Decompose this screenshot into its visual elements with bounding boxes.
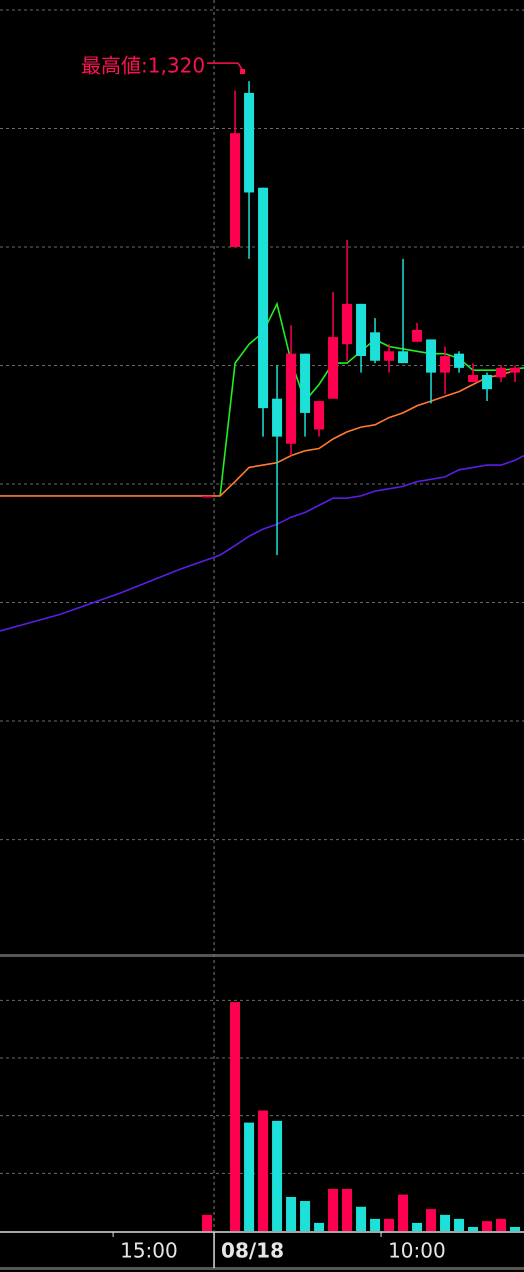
candle-body [230, 133, 241, 247]
volume-bar [468, 1226, 479, 1231]
candle-body [258, 187, 269, 409]
volume-bar [370, 1218, 381, 1231]
volume-bar [286, 1196, 297, 1231]
candle-body [300, 353, 311, 413]
volume-bar [412, 1222, 423, 1231]
volume-bar [342, 1188, 353, 1231]
candle-body [454, 353, 465, 368]
annotation-leader [207, 62, 244, 72]
volume-bar [314, 1222, 325, 1231]
bottom-border [0, 1267, 524, 1270]
candle-body [384, 351, 395, 361]
candle-body [370, 332, 381, 361]
annotation-label: 最高値:1,320 [81, 54, 205, 78]
candle-body [356, 303, 367, 357]
volume-bar [496, 1218, 507, 1231]
x-tick-label: 15:00 [120, 1239, 178, 1263]
moving-average-line [0, 369, 516, 497]
volume-bar [356, 1206, 367, 1231]
candle-body [272, 398, 283, 437]
candle-body [398, 351, 409, 364]
candle-body [496, 367, 507, 378]
moving-average-line [0, 454, 524, 632]
volume-bar [300, 1201, 311, 1231]
x-tick-label: 10:00 [388, 1239, 446, 1263]
candle-body [482, 374, 493, 390]
volume-bar [482, 1221, 493, 1231]
moving-average-line [219, 301, 524, 496]
candle-body [202, 495, 213, 498]
candle-body [412, 329, 423, 342]
candle-body [244, 92, 255, 193]
volume-bar [426, 1209, 437, 1231]
candle-body [328, 337, 339, 399]
annotation-marker [240, 69, 246, 75]
volume-bar [230, 1002, 241, 1231]
candle-body [440, 356, 451, 373]
candle-body [314, 401, 325, 430]
candle-body [468, 374, 479, 383]
volume-bar [384, 1218, 395, 1231]
volume-bar [272, 1120, 283, 1231]
candle-body [286, 353, 297, 444]
volume-bar [440, 1214, 451, 1231]
volume-bar [244, 1122, 255, 1231]
volume-bar [398, 1194, 409, 1231]
volume-bar [328, 1188, 339, 1231]
x-tick-label: 08/18 [221, 1239, 284, 1263]
candle-body [342, 303, 353, 345]
volume-bar [202, 1214, 213, 1231]
panel-separator [0, 954, 524, 957]
volume-bar [510, 1226, 521, 1231]
candle-body [510, 367, 521, 373]
candle-body [426, 339, 437, 373]
volume-bar [258, 1110, 269, 1231]
volume-bar [454, 1218, 465, 1231]
